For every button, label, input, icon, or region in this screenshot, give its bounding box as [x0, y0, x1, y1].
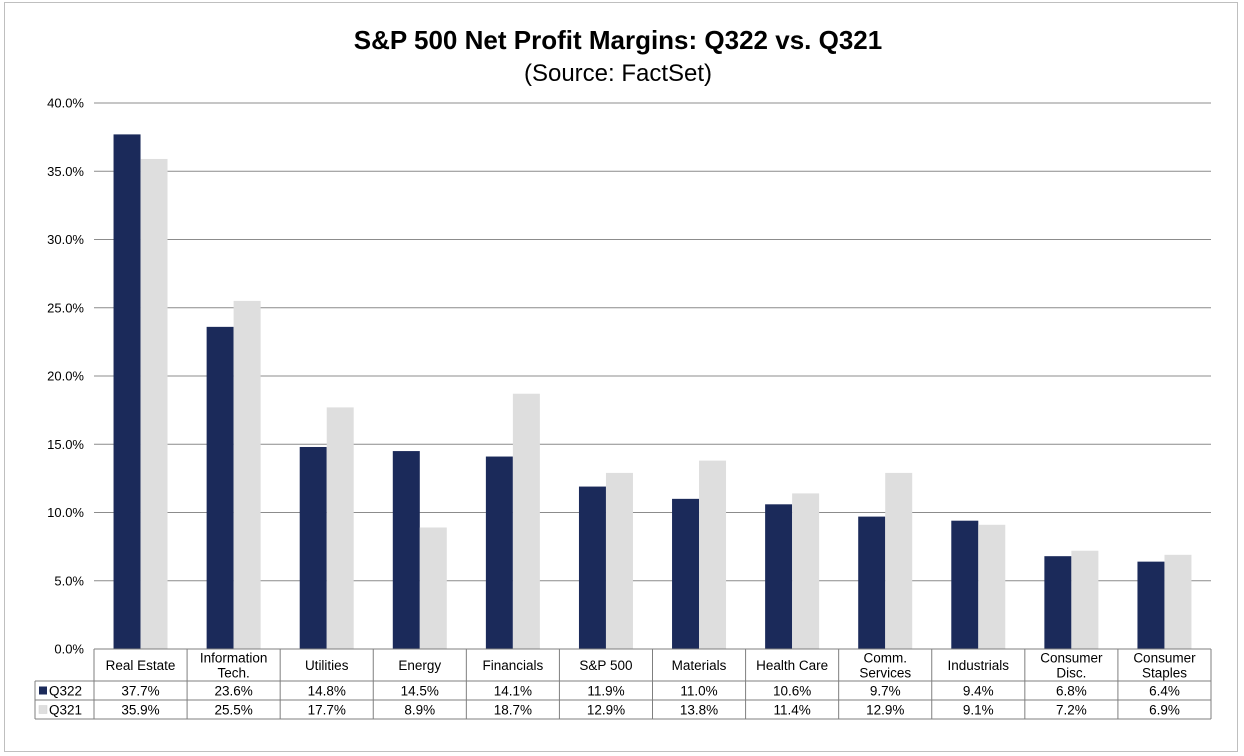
data-label-q321: 12.9% — [587, 703, 625, 718]
bar-q321 — [1071, 550, 1099, 649]
data-label-q322: 14.8% — [308, 684, 346, 699]
bar-q322 — [672, 498, 700, 649]
y-tick-label: 0.0% — [54, 642, 84, 657]
data-label-q322: 14.5% — [401, 684, 439, 699]
y-tick-label: 30.0% — [47, 232, 84, 247]
bar-q321 — [233, 300, 261, 649]
category-label: Financials — [482, 658, 543, 673]
category-label: Industrials — [948, 658, 1010, 673]
bar-q321 — [140, 158, 168, 649]
bar-q321 — [792, 493, 820, 649]
bar-q322 — [765, 504, 793, 649]
data-label-q322: 11.9% — [587, 684, 624, 699]
y-tick-label: 40.0% — [47, 96, 84, 111]
category-label: Consumer Staples — [1133, 651, 1196, 681]
data-label-q322: 37.7% — [121, 684, 159, 699]
data-label-q321: 25.5% — [214, 703, 252, 718]
y-tick-label: 20.0% — [47, 369, 84, 384]
data-label-q322: 11.0% — [680, 684, 717, 699]
chart-title: S&P 500 Net Profit Margins: Q322 vs. Q32… — [354, 25, 882, 55]
bar-q322 — [485, 456, 513, 649]
bar-q321 — [512, 393, 540, 649]
data-label-q322: 6.4% — [1149, 684, 1180, 699]
data-label-q322: 10.6% — [773, 684, 811, 699]
data-label-q322: 9.7% — [870, 684, 901, 699]
data-label-q321: 12.9% — [866, 703, 904, 718]
data-label-q321: 6.9% — [1149, 703, 1180, 718]
bar-chart: S&P 500 Net Profit Margins: Q322 vs. Q32… — [34, 25, 1212, 720]
y-tick-label: 15.0% — [47, 437, 84, 452]
legend-key-q322 — [39, 686, 47, 695]
bar-q322 — [1137, 561, 1165, 649]
data-label-q321: 18.7% — [494, 703, 532, 718]
bar-q321 — [1164, 554, 1192, 649]
gridlines — [94, 102, 1211, 582]
bars — [113, 134, 1192, 649]
data-label-q321: 35.9% — [121, 703, 159, 718]
category-label: Real Estate — [106, 658, 176, 673]
data-label-q321: 8.9% — [404, 703, 435, 718]
legend-label-q321: Q321 — [49, 703, 82, 718]
category-label: Health Care — [756, 658, 828, 673]
bar-q321 — [419, 527, 447, 649]
data-label-q322: 9.4% — [963, 684, 994, 699]
legend-key-q321 — [38, 705, 48, 714]
bar-q321 — [699, 460, 727, 649]
category-label: Information Tech. — [200, 651, 268, 681]
data-label-q321: 11.4% — [773, 703, 810, 718]
bar-q322 — [578, 486, 606, 649]
category-label: Consumer Disc. — [1040, 651, 1103, 681]
data-label-q321: 13.8% — [680, 703, 718, 718]
data-label-q322: 6.8% — [1056, 684, 1087, 699]
bar-q321 — [605, 472, 633, 649]
y-tick-label: 35.0% — [47, 164, 84, 179]
data-label-q322: 23.6% — [214, 684, 252, 699]
data-label-q321: 9.1% — [963, 703, 994, 718]
bar-q322 — [113, 134, 141, 649]
chart-frame: S&P 500 Net Profit Margins: Q322 vs. Q32… — [4, 2, 1238, 752]
data-label-q322: 14.1% — [494, 684, 532, 699]
chart-subtitle: (Source: FactSet) — [524, 60, 712, 87]
y-tick-label: 10.0% — [47, 505, 84, 520]
bar-q322 — [951, 520, 979, 649]
category-label: S&P 500 — [579, 658, 632, 673]
data-table: Real Estate Information Tech. Utilities Ener… — [34, 648, 1212, 720]
data-label-q321: 17.7% — [308, 703, 346, 718]
bar-q321 — [978, 524, 1006, 649]
category-label: Energy — [398, 658, 441, 673]
category-label: Comm. Services — [859, 651, 911, 681]
category-label: Materials — [672, 658, 727, 673]
bar-q322 — [299, 446, 327, 649]
bar-q322 — [392, 451, 420, 649]
y-tick-label: 5.0% — [54, 573, 84, 588]
bar-q322 — [206, 326, 234, 649]
bar-q322 — [858, 516, 886, 649]
bar-q321 — [326, 407, 354, 649]
y-axis: 0.0% 5.0% 10.0% 15.0% 20.0% 25.0% 30.0% 35.0% 40… — [47, 96, 84, 657]
data-label-q321: 7.2% — [1056, 703, 1087, 718]
bar-q322 — [1044, 556, 1072, 649]
legend-label-q322: Q322 — [49, 684, 82, 699]
y-tick-label: 25.0% — [47, 300, 84, 315]
category-label: Utilities — [305, 658, 349, 673]
bar-q321 — [885, 472, 913, 649]
